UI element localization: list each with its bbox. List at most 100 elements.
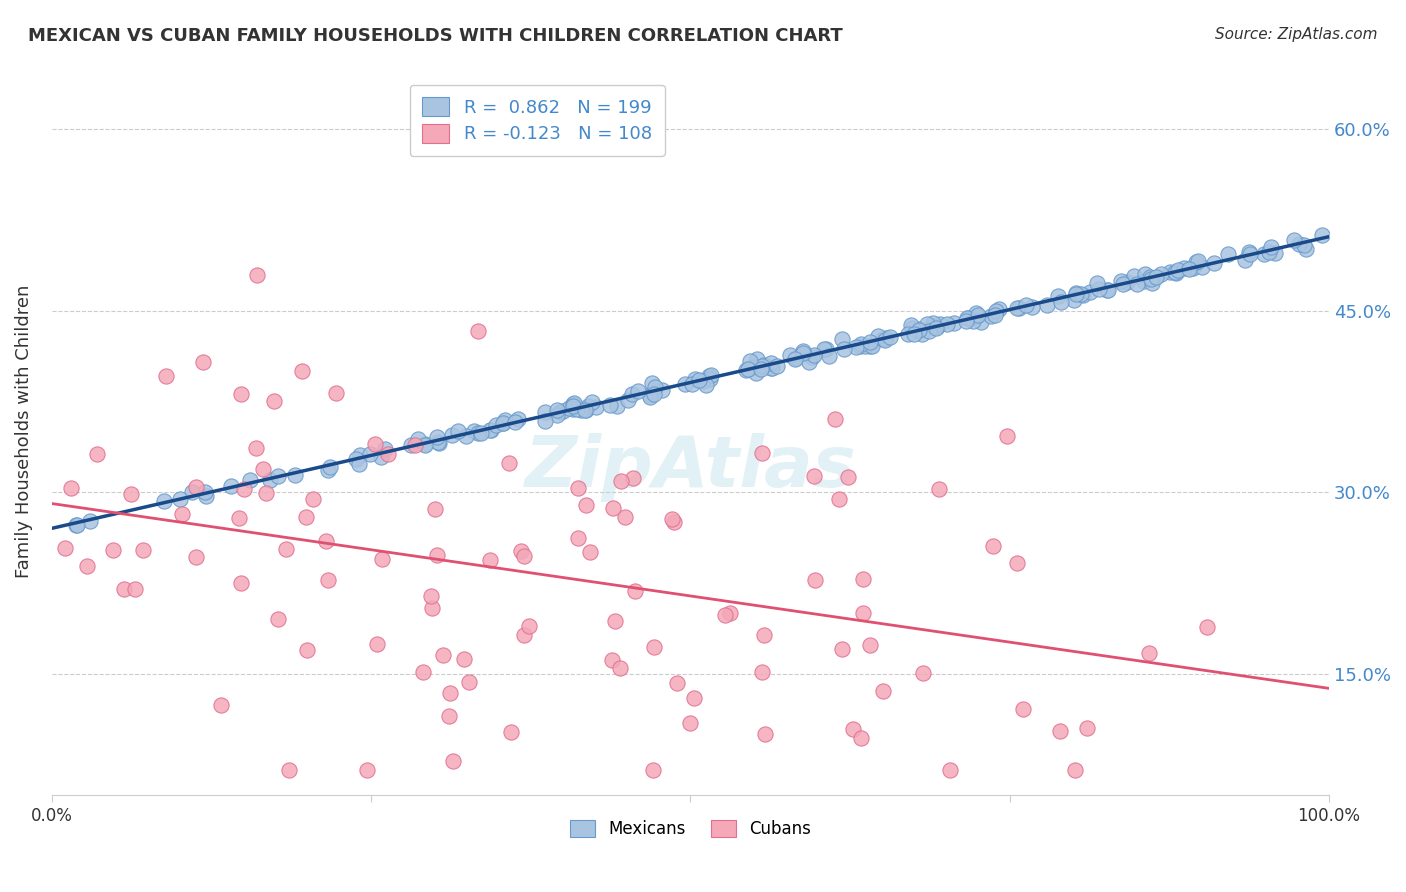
Point [638, 390, 661, 404]
Point [485, 418, 508, 433]
Point [186, 480, 208, 494]
Point [828, 492, 851, 507]
Point [513, 549, 536, 564]
Point [1167, 263, 1189, 277]
Point [1133, 267, 1156, 281]
Point [661, 512, 683, 526]
Point [962, 314, 984, 328]
Point [374, 442, 396, 456]
Point [325, 386, 347, 401]
Point [1294, 238, 1316, 252]
Point [917, 324, 939, 338]
Point [546, 408, 568, 422]
Point [967, 308, 990, 322]
Point [291, 364, 314, 378]
Point [928, 483, 950, 497]
Point [866, 329, 889, 343]
Point [1078, 285, 1101, 299]
Point [804, 574, 827, 588]
Point [714, 607, 737, 622]
Point [1182, 260, 1205, 275]
Point [426, 430, 449, 444]
Point [1047, 289, 1070, 303]
Point [153, 493, 176, 508]
Point [1264, 246, 1286, 260]
Point [284, 467, 307, 482]
Point [302, 492, 325, 507]
Point [651, 383, 673, 397]
Point [875, 331, 897, 345]
Point [344, 452, 367, 467]
Point [929, 317, 952, 331]
Point [155, 369, 177, 384]
Point [1288, 237, 1310, 252]
Point [988, 301, 1011, 316]
Point [1005, 556, 1028, 570]
Point [921, 316, 943, 330]
Point [1049, 723, 1071, 738]
Point [246, 268, 269, 282]
Point [939, 764, 962, 778]
Point [411, 665, 433, 680]
Point [860, 339, 883, 353]
Point [602, 500, 624, 515]
Point [1260, 240, 1282, 254]
Point [879, 329, 901, 343]
Point [1085, 276, 1108, 290]
Point [437, 708, 460, 723]
Point [1070, 286, 1092, 301]
Point [641, 376, 664, 391]
Point [195, 489, 218, 503]
Point [575, 403, 598, 417]
Point [984, 304, 1007, 318]
Point [181, 485, 204, 500]
Point [371, 551, 394, 566]
Point [831, 642, 853, 657]
Point [803, 348, 825, 362]
Point [295, 510, 318, 524]
Point [1115, 275, 1137, 289]
Point [1076, 721, 1098, 735]
Point [688, 373, 710, 387]
Point [245, 441, 267, 455]
Point [792, 344, 814, 359]
Point [274, 541, 297, 556]
Point [617, 393, 640, 408]
Point [1112, 277, 1135, 291]
Point [602, 652, 624, 666]
Point [692, 374, 714, 388]
Point [873, 334, 896, 348]
Point [1097, 283, 1119, 297]
Point [1132, 274, 1154, 288]
Point [803, 469, 825, 483]
Point [1164, 266, 1187, 280]
Point [170, 508, 193, 522]
Point [1088, 282, 1111, 296]
Point [1218, 247, 1240, 261]
Point [621, 387, 644, 401]
Point [981, 539, 1004, 553]
Point [263, 393, 285, 408]
Point [922, 319, 945, 334]
Point [1021, 300, 1043, 314]
Point [900, 318, 922, 332]
Point [751, 665, 773, 679]
Point [231, 387, 253, 401]
Point [1064, 286, 1087, 301]
Point [1150, 267, 1173, 281]
Point [1036, 298, 1059, 312]
Point [1202, 256, 1225, 270]
Point [578, 545, 600, 559]
Point [318, 463, 340, 477]
Point [479, 553, 502, 567]
Point [1253, 246, 1275, 260]
Point [1109, 274, 1132, 288]
Point [621, 471, 644, 485]
Point [761, 361, 783, 376]
Point [614, 509, 637, 524]
Point [957, 310, 980, 325]
Point [494, 413, 516, 427]
Point [316, 573, 339, 587]
Point [112, 582, 135, 597]
Point [935, 317, 957, 331]
